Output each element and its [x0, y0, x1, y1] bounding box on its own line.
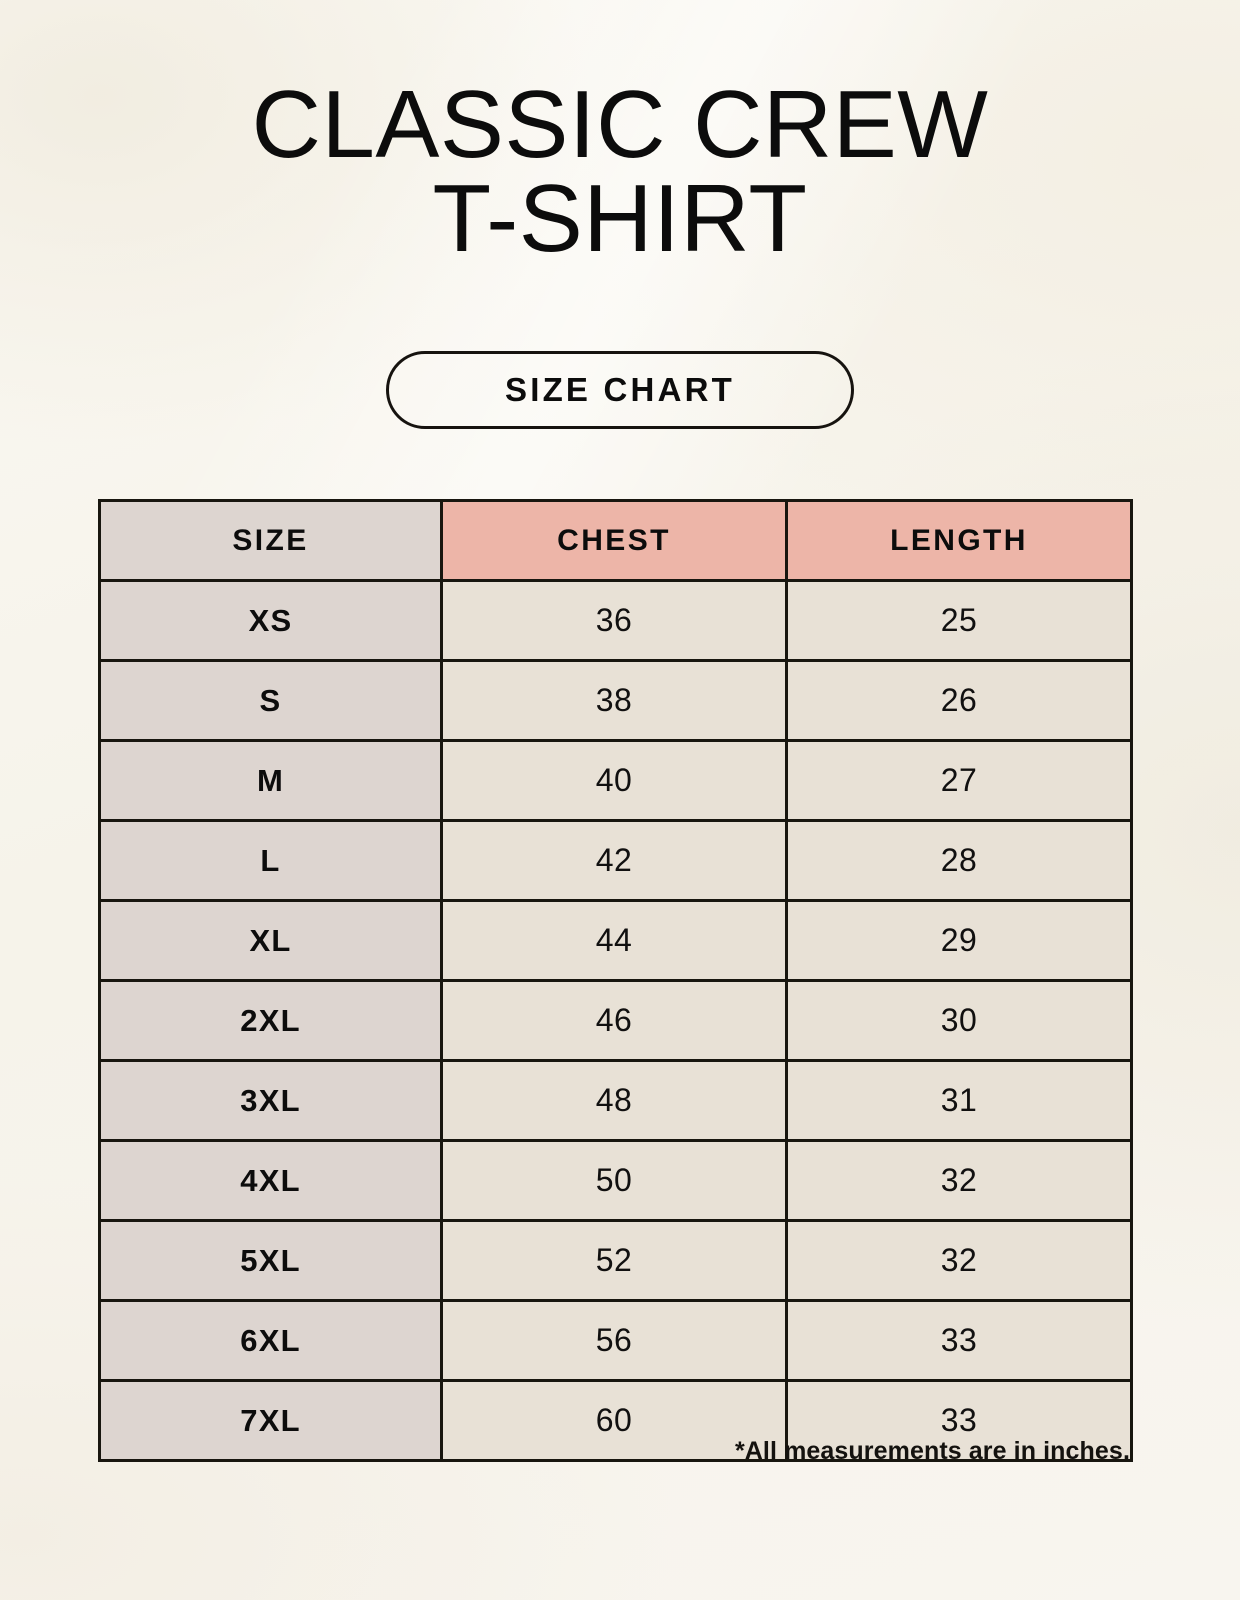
cell-length: 25 — [785, 579, 1133, 662]
cell-size: 6XL — [98, 1299, 443, 1382]
cell-chest: 60 — [440, 1379, 788, 1462]
table-row: 5XL 52 32 — [98, 1219, 1133, 1302]
cell-chest: 48 — [440, 1059, 788, 1142]
table-row: 2XL 46 30 — [98, 979, 1133, 1062]
cell-size: 7XL — [98, 1379, 443, 1462]
page-title: CLASSIC CREW T-SHIRT — [0, 71, 1240, 272]
title-line-1: CLASSIC CREW — [251, 71, 989, 178]
measurements-footnote: *All measurements are in inches. — [734, 1437, 1130, 1465]
cell-length: 28 — [785, 819, 1133, 902]
column-header-size: SIZE — [98, 499, 443, 582]
cell-chest: 46 — [440, 979, 788, 1062]
table-row: L 42 28 — [98, 819, 1133, 902]
table-row: 7XL 60 33 — [98, 1379, 1133, 1462]
cell-size: 5XL — [98, 1219, 443, 1302]
table-header-row: SIZE CHEST LENGTH — [98, 499, 1133, 582]
cell-size: M — [98, 739, 443, 822]
column-header-chest: CHEST — [440, 499, 788, 582]
table-row: 3XL 48 31 — [98, 1059, 1133, 1142]
cell-length: 33 — [785, 1379, 1133, 1462]
cell-length: 30 — [785, 979, 1133, 1062]
cell-size: 4XL — [98, 1139, 443, 1222]
table-row: XL 44 29 — [98, 899, 1133, 982]
table-body: XS 36 25 S 38 26 M 40 27 L 42 28 XL 44 29 2XL 46 30 3XL 48 3… — [98, 579, 1133, 1462]
title-line-2: T-SHIRT — [432, 165, 808, 272]
cell-length: 32 — [785, 1219, 1133, 1302]
cell-chest: 44 — [440, 899, 788, 982]
badge-container: SIZE CHART — [0, 351, 1240, 429]
cell-size: XL — [98, 899, 443, 982]
table-row: 6XL 56 33 — [98, 1299, 1133, 1382]
cell-length: 31 — [785, 1059, 1133, 1142]
size-chart-badge: SIZE CHART — [386, 351, 854, 429]
cell-chest: 50 — [440, 1139, 788, 1222]
column-header-length: LENGTH — [785, 499, 1133, 582]
cell-length: 32 — [785, 1139, 1133, 1222]
cell-chest: 42 — [440, 819, 788, 902]
cell-size: L — [98, 819, 443, 902]
cell-length: 33 — [785, 1299, 1133, 1382]
cell-length: 26 — [785, 659, 1133, 742]
cell-size: S — [98, 659, 443, 742]
cell-chest: 40 — [440, 739, 788, 822]
cell-length: 27 — [785, 739, 1133, 822]
cell-chest: 52 — [440, 1219, 788, 1302]
cell-length: 29 — [785, 899, 1133, 982]
cell-chest: 56 — [440, 1299, 788, 1382]
table-row: M 40 27 — [98, 739, 1133, 822]
table-row: 4XL 50 32 — [98, 1139, 1133, 1222]
cell-size: 3XL — [98, 1059, 443, 1142]
size-chart-table: SIZE CHEST LENGTH XS 36 25 S 38 26 M 40 27 L 42 28 X… — [98, 499, 1133, 1462]
table-row: S 38 26 — [98, 659, 1133, 742]
cell-chest: 36 — [440, 579, 788, 662]
cell-size: XS — [98, 579, 443, 662]
cell-chest: 38 — [440, 659, 788, 742]
table-header: SIZE CHEST LENGTH — [98, 499, 1133, 582]
cell-size: 2XL — [98, 979, 443, 1062]
table-row: XS 36 25 — [98, 579, 1133, 662]
